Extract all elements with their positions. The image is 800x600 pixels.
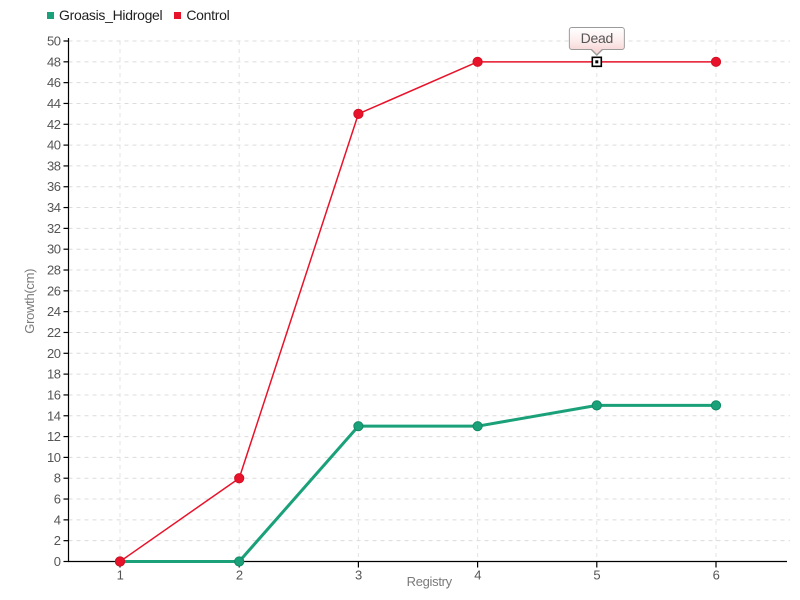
y-tick-label: 26 bbox=[47, 283, 61, 298]
y-tick-label: 22 bbox=[47, 325, 61, 340]
data-point-control[interactable] bbox=[234, 473, 245, 484]
y-tick-label: 6 bbox=[54, 492, 61, 507]
data-point-groasis_hidrogel[interactable] bbox=[591, 400, 602, 411]
x-tick-label: 1 bbox=[117, 568, 124, 583]
y-tick-label: 30 bbox=[47, 242, 61, 257]
data-point-groasis_hidrogel[interactable] bbox=[710, 400, 722, 411]
data-point-groasis_hidrogel[interactable] bbox=[234, 556, 245, 567]
series-line-groasis_hidrogel bbox=[118, 403, 718, 563]
y-tick-label: 34 bbox=[47, 200, 61, 215]
data-point-control[interactable] bbox=[114, 556, 126, 567]
y-tick-label: 32 bbox=[47, 221, 61, 236]
y-tick-label: 48 bbox=[47, 54, 61, 69]
y-tick-label: 16 bbox=[47, 387, 61, 402]
y-tick-label: 38 bbox=[47, 158, 61, 173]
x-tick-label: 6 bbox=[713, 568, 720, 583]
y-tick-label: 8 bbox=[54, 471, 61, 486]
y-tick-label: 42 bbox=[47, 117, 61, 132]
y-tick-label: 12 bbox=[47, 429, 61, 444]
legend-item-groasis_hidrogel[interactable]: Groasis_Hidrogel bbox=[47, 7, 163, 23]
dead-marker-core bbox=[595, 60, 599, 64]
y-tick-label: 36 bbox=[47, 179, 61, 194]
tooltip-text: Dead bbox=[580, 29, 614, 46]
data-point-groasis_hidrogel[interactable] bbox=[353, 421, 364, 432]
data-point-control[interactable] bbox=[472, 56, 483, 67]
data-point-control[interactable] bbox=[353, 108, 364, 119]
y-tick-label: 10 bbox=[47, 450, 61, 465]
legend-swatch-icon bbox=[47, 11, 54, 19]
y-tick-label: 14 bbox=[47, 408, 61, 423]
x-axis-title: Registry bbox=[407, 574, 453, 589]
chart-legend: Groasis_Hidrogel Control bbox=[47, 7, 230, 23]
x-tick-label: 4 bbox=[474, 568, 481, 583]
y-tick-label: 2 bbox=[54, 533, 61, 548]
y-tick-label: 20 bbox=[47, 346, 61, 361]
y-tick-label: 50 bbox=[47, 34, 61, 49]
legend-item-control[interactable]: Control bbox=[174, 7, 230, 23]
x-tick-label: 5 bbox=[593, 568, 600, 583]
series-line-control bbox=[119, 61, 717, 563]
x-tick-label: 3 bbox=[355, 568, 362, 583]
y-tick-label: 4 bbox=[54, 512, 61, 527]
y-axis-title: Growth(cm) bbox=[22, 269, 37, 334]
y-tick-label: 46 bbox=[47, 75, 61, 90]
y-tick-label: 0 bbox=[54, 554, 61, 569]
x-tick-label: 2 bbox=[236, 568, 243, 583]
legend-label: Control bbox=[186, 7, 230, 23]
tooltip: Dead bbox=[568, 26, 625, 56]
y-tick-label: 28 bbox=[47, 263, 61, 278]
y-tick-label: 18 bbox=[47, 367, 61, 382]
legend-label: Groasis_Hidrogel bbox=[59, 7, 163, 23]
legend-swatch-icon bbox=[174, 11, 182, 19]
y-tick-label: 40 bbox=[47, 138, 61, 153]
data-point-groasis_hidrogel[interactable] bbox=[472, 421, 483, 432]
y-tick-label: 24 bbox=[47, 304, 61, 319]
data-point-control[interactable] bbox=[710, 56, 722, 67]
y-tick-label: 44 bbox=[47, 96, 61, 111]
